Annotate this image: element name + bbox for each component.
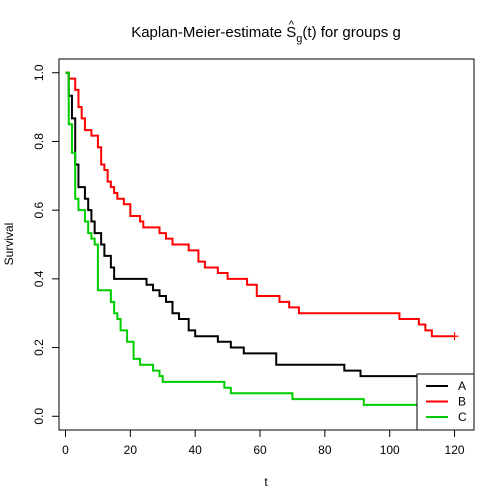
chart-title-subscript: g xyxy=(296,33,302,45)
x-tick-label: 120 xyxy=(445,443,465,457)
y-axis: 0.0 0.2 0.4 0.6 0.8 1.0 xyxy=(32,64,60,425)
series-layer xyxy=(65,71,459,406)
x-axis: 0 20 40 60 80 100 120 xyxy=(62,429,465,457)
x-tick-label: 100 xyxy=(380,443,400,457)
x-tick-label: 0 xyxy=(62,443,69,457)
chart-title-hat: ^ xyxy=(289,19,295,31)
x-tick-label: 80 xyxy=(318,443,332,457)
y-tick-label: 0.4 xyxy=(32,270,46,287)
x-tick-label: 60 xyxy=(253,443,267,457)
y-tick-label: 0.2 xyxy=(32,339,46,356)
chart-title: Kaplan-Meier-estimate Sg(t) for groups g xyxy=(131,24,401,45)
legend-label-B: B xyxy=(458,395,466,409)
y-tick-label: 1.0 xyxy=(32,64,46,81)
chart-title-symbol: S xyxy=(286,24,296,41)
censor-mark-B xyxy=(450,332,459,341)
y-tick-label: 0.6 xyxy=(32,201,46,218)
legend-label-A: A xyxy=(458,379,466,393)
chart-title-arg: (t) xyxy=(302,24,316,41)
plot-frame xyxy=(58,58,475,431)
km-curve-B xyxy=(65,71,455,338)
x-tick-label: 40 xyxy=(188,443,202,457)
chart-title-prefix: Kaplan-Meier-estimate xyxy=(131,24,286,41)
y-axis-label: Survival xyxy=(2,223,16,266)
legend: ABC xyxy=(416,373,475,431)
km-curve-A xyxy=(65,71,442,378)
x-axis-label: t xyxy=(264,475,268,489)
chart-title-suffix: for groups g xyxy=(317,24,401,41)
y-tick-label: 0.8 xyxy=(32,133,46,150)
x-tick-label: 20 xyxy=(124,443,138,457)
km-curve-C xyxy=(65,71,442,406)
legend-label-C: C xyxy=(458,410,467,424)
y-tick-label: 0.0 xyxy=(32,408,46,425)
